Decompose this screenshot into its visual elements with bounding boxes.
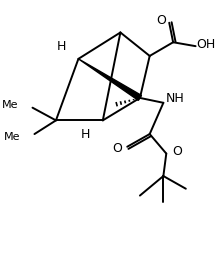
Text: OH: OH bbox=[197, 38, 216, 51]
Text: Me: Me bbox=[4, 132, 21, 142]
Text: H: H bbox=[81, 128, 90, 141]
Text: O: O bbox=[156, 14, 166, 27]
Text: O: O bbox=[172, 145, 182, 158]
Text: Me: Me bbox=[2, 100, 19, 110]
Polygon shape bbox=[78, 59, 141, 100]
Text: H: H bbox=[57, 40, 66, 53]
Text: NH: NH bbox=[166, 92, 184, 105]
Text: O: O bbox=[112, 142, 122, 155]
